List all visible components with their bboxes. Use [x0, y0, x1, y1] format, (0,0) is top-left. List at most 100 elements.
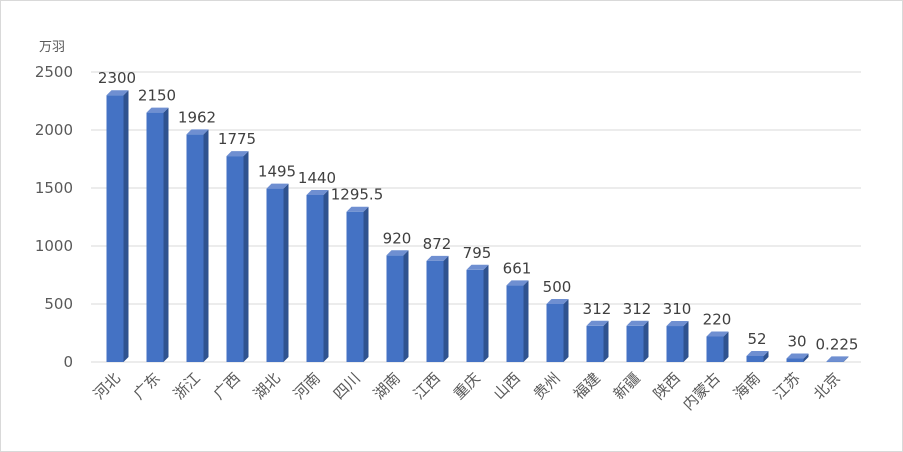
bar	[107, 90, 129, 362]
bar-side	[444, 256, 449, 362]
category-label: 四川	[330, 369, 364, 403]
category-label: 广西	[210, 369, 244, 403]
data-label: 2150	[138, 87, 176, 105]
category-label: 山西	[490, 369, 524, 403]
bar	[467, 265, 489, 362]
bar-front	[827, 361, 844, 362]
data-label: 1440	[298, 169, 336, 187]
bar-front	[307, 195, 324, 362]
bar	[707, 331, 729, 362]
unit-label: 万羽	[39, 40, 65, 55]
category-label: 北京	[810, 369, 844, 403]
category-label: 广东	[130, 369, 164, 403]
data-label: 1775	[218, 130, 256, 148]
bar-front	[427, 261, 444, 362]
category-label: 河南	[290, 369, 324, 403]
data-label: 1495	[258, 163, 296, 181]
category-label: 贵州	[530, 369, 564, 403]
bar-front	[627, 326, 644, 362]
data-label: 2300	[98, 69, 136, 87]
data-label: 52	[747, 330, 766, 348]
category-label: 福建	[570, 369, 604, 403]
bar-front	[587, 326, 604, 362]
bar	[227, 151, 249, 362]
y-axis-ticks: 0 500 1000 1500 2000 2500	[35, 63, 73, 371]
bar-front	[707, 336, 724, 362]
bar-side	[364, 207, 369, 362]
y-tick-label: 1000	[35, 237, 73, 255]
data-label: 1962	[178, 108, 216, 126]
bar-side	[284, 184, 289, 362]
bar-front	[667, 326, 684, 362]
bar	[187, 129, 209, 362]
bar	[627, 321, 649, 362]
category-label: 新疆	[610, 369, 644, 403]
category-label: 陕西	[650, 369, 684, 403]
bar-side	[564, 299, 569, 362]
bar-front	[147, 113, 164, 362]
data-label: 220	[703, 310, 732, 328]
bar-front	[227, 156, 244, 362]
category-label: 内蒙古	[679, 369, 724, 414]
bar	[827, 356, 849, 362]
data-label: 920	[383, 229, 412, 247]
bar	[427, 256, 449, 362]
bar	[747, 351, 769, 362]
bar-front	[107, 95, 124, 362]
bar-front	[787, 359, 804, 362]
bar-front	[267, 189, 284, 362]
category-label: 河北	[90, 369, 124, 403]
data-label: 1295.5	[331, 186, 384, 204]
category-label: 重庆	[450, 369, 484, 403]
bar-side	[244, 151, 249, 362]
bar-side	[604, 321, 609, 362]
bar	[147, 108, 169, 362]
category-label: 湖北	[250, 369, 284, 403]
bar	[507, 280, 529, 362]
bar-side	[684, 321, 689, 362]
data-label: 310	[663, 300, 692, 318]
category-label: 江苏	[770, 369, 804, 403]
bar	[267, 184, 289, 362]
data-label: 0.225	[816, 335, 859, 353]
bar-side	[524, 280, 529, 362]
bar	[307, 190, 329, 362]
bar-front	[507, 285, 524, 362]
category-label: 浙江	[170, 369, 204, 403]
bar	[787, 354, 809, 362]
bar-side	[404, 250, 409, 362]
y-tick-label: 2500	[35, 63, 73, 81]
bar-top	[827, 356, 849, 361]
bar-side	[324, 190, 329, 362]
bar-side	[724, 331, 729, 362]
y-tick-label: 1500	[35, 179, 73, 197]
bar-front	[347, 212, 364, 362]
bar	[387, 250, 409, 362]
bar-front	[187, 134, 204, 362]
y-tick-label: 0	[63, 353, 73, 371]
y-tick-label: 2000	[35, 121, 73, 139]
data-label: 795	[463, 244, 492, 262]
category-label: 海南	[730, 369, 764, 403]
bar	[547, 299, 569, 362]
bar-side	[644, 321, 649, 362]
bar	[587, 321, 609, 362]
bar-side	[124, 90, 129, 362]
bar-side	[484, 265, 489, 362]
bar-front	[547, 304, 564, 362]
data-label: 661	[503, 259, 532, 277]
bar-side	[164, 108, 169, 362]
bar-front	[467, 270, 484, 362]
category-label: 湖南	[370, 369, 404, 403]
y-tick-label: 500	[44, 295, 73, 313]
category-label: 江西	[410, 369, 444, 403]
bar-front	[747, 356, 764, 362]
bar-side	[204, 129, 209, 362]
bar	[667, 321, 689, 362]
bar	[347, 207, 369, 362]
bar-front	[387, 255, 404, 362]
data-label: 312	[583, 300, 612, 318]
data-label: 30	[787, 333, 806, 351]
